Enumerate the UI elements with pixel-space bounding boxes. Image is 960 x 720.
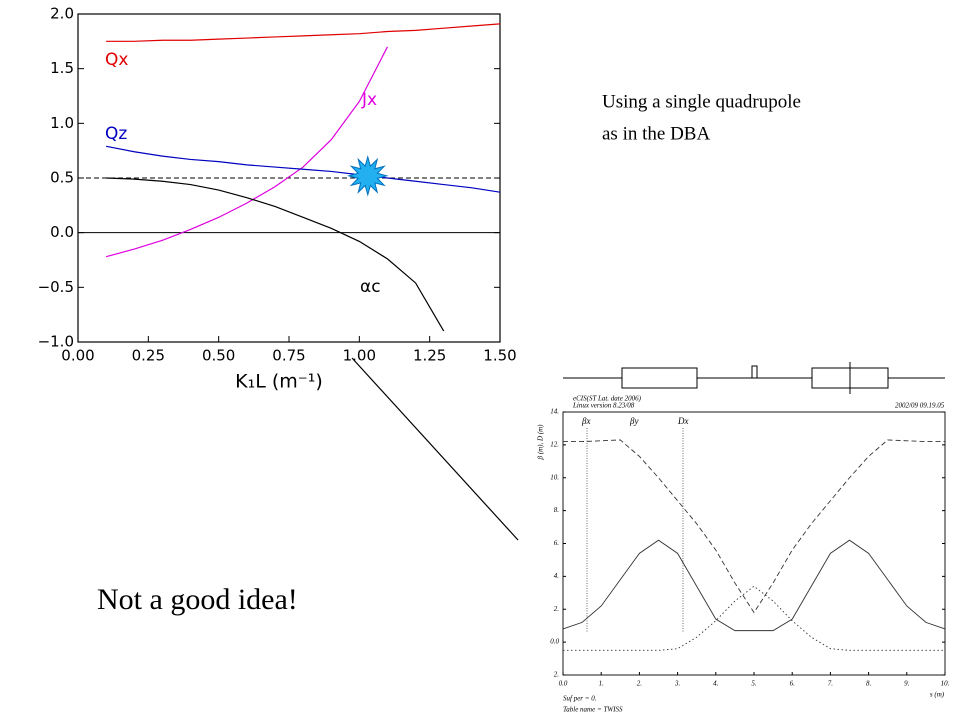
x-tick-label: 0.75 [272, 347, 305, 365]
x-tick-label: 8. [866, 680, 872, 688]
y-tick-label: 0.5 [50, 169, 74, 187]
x-tick-label: 1.00 [343, 347, 376, 365]
note-line: Using a single quadrupole [602, 91, 801, 112]
series-label: Dx [677, 416, 689, 426]
x-axis-label: s (m) [930, 691, 945, 699]
highlight-star [346, 154, 389, 197]
y-tick-label: −0.5 [38, 278, 74, 296]
y-tick-label: 0.0 [50, 223, 74, 241]
series-label: βx [581, 416, 590, 426]
x-tick-label: 0.25 [132, 347, 165, 365]
series-label: Jx [361, 90, 377, 110]
y-tick-label: 12. [550, 440, 559, 448]
lattice-sketch [563, 362, 945, 394]
series-line [106, 145, 501, 193]
x-tick-label: 9. [904, 680, 910, 688]
chart: 2.0.02.4.6.8.10.12.14.0.0 1. 2. 3. 4. 5. 6. 7. 8… [537, 395, 950, 714]
series-label: αc [360, 277, 381, 297]
x-tick-label: 5. [751, 680, 757, 688]
y-tick-label: 2.0 [50, 5, 74, 23]
y-tick-label: 6. [554, 539, 560, 547]
series-line [563, 439, 945, 614]
series-label: Qx [105, 50, 128, 70]
header-text: Linux version 8.23/08 [572, 402, 635, 410]
chart: −1.0 −0.5 0.0 0.5 1.0 1.5 2.0 0.00 0.25 0.50 0.75 1… [38, 5, 517, 393]
x-tick-label: 1.50 [483, 347, 516, 365]
y-tick-label: 10. [550, 473, 559, 481]
series-line [106, 23, 501, 42]
y-axis-label: β (m), D (m) [537, 424, 545, 461]
series-label: βy [629, 416, 638, 426]
series-label: Qz [105, 124, 127, 144]
note-line: as in the DBA [602, 123, 710, 144]
pointer-line [351, 357, 519, 541]
series-line [562, 539, 946, 632]
series-line [106, 177, 445, 332]
footer-text: Suf per = 0. [563, 695, 597, 703]
x-tick-label: 1. [599, 680, 605, 688]
plot-frame [562, 411, 946, 676]
y-tick-label: 1.5 [50, 59, 74, 77]
x-tick-label: 7. [828, 680, 834, 688]
verdict: Not a good idea! [97, 583, 298, 616]
x-tick-label: 4. [713, 680, 719, 688]
header-text: eCIS(ST Lat. date 2006) [573, 395, 642, 403]
series-line [105, 46, 389, 258]
x-tick-label: 2. [637, 680, 643, 688]
y-tick-label: 2. [554, 605, 560, 613]
x-tick-label: 0.50 [202, 347, 235, 365]
x-tick-label: 10. [941, 680, 950, 688]
y-tick-label: 0.0 [550, 638, 559, 646]
y-tick-label: −1.0 [38, 333, 74, 351]
x-tick-label: 1.25 [413, 347, 446, 365]
x-tick-label: 0.0 [559, 680, 568, 688]
y-tick-label: 4. [554, 572, 560, 580]
y-tick-label: 2. [554, 671, 560, 679]
footer-text: Table name = TWISS [563, 706, 623, 714]
y-tick-label: 1.0 [50, 114, 74, 132]
series-line [563, 585, 945, 651]
x-axis-label: K₁L (m⁻¹) [235, 371, 323, 393]
y-tick-label: 8. [554, 506, 560, 514]
x-tick-label: 3. [674, 680, 681, 688]
header-text: 2002/09 09.19.05 [895, 402, 945, 410]
y-tick-label: 14. [550, 408, 559, 416]
x-tick-label: 0.00 [61, 347, 94, 365]
x-tick-label: 6. [790, 680, 796, 688]
